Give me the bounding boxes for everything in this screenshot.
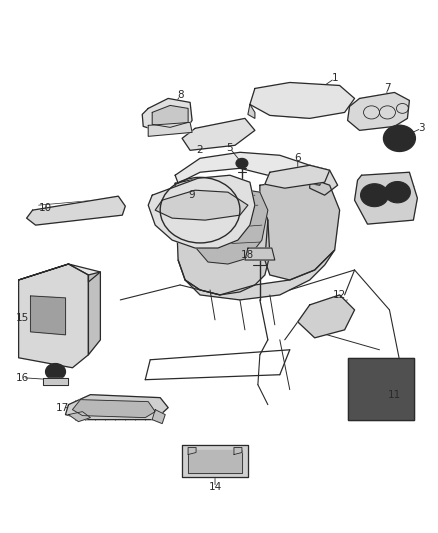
Polygon shape [42,378,68,385]
Polygon shape [195,188,268,264]
Polygon shape [188,449,242,473]
Polygon shape [260,178,339,280]
Text: 9: 9 [189,190,195,200]
Text: 1: 1 [331,74,338,84]
Polygon shape [175,178,270,295]
Ellipse shape [389,130,410,147]
Text: 8: 8 [177,91,184,100]
Polygon shape [19,264,88,368]
Text: 2: 2 [197,146,203,155]
Polygon shape [148,123,192,136]
Polygon shape [27,196,125,225]
Polygon shape [68,411,90,422]
Polygon shape [142,99,192,132]
Ellipse shape [236,158,248,168]
Text: 11: 11 [388,390,401,400]
Polygon shape [155,190,248,220]
Ellipse shape [46,364,66,380]
Text: 15: 15 [16,313,29,323]
Polygon shape [178,250,335,300]
Polygon shape [182,118,255,150]
Text: 14: 14 [208,482,222,492]
Text: 17: 17 [56,402,69,413]
Polygon shape [31,296,66,335]
Polygon shape [72,400,155,417]
Polygon shape [248,104,255,118]
Polygon shape [88,272,100,355]
Polygon shape [265,165,330,188]
Text: 5: 5 [226,143,233,154]
Text: 16: 16 [16,373,29,383]
Polygon shape [234,448,242,455]
Ellipse shape [360,184,389,207]
Polygon shape [152,106,188,127]
Ellipse shape [385,182,410,203]
Polygon shape [355,172,417,224]
Ellipse shape [384,125,415,151]
Polygon shape [188,448,196,455]
Polygon shape [175,152,325,185]
Text: 6: 6 [294,154,301,163]
Polygon shape [250,83,355,118]
Polygon shape [66,394,168,419]
Polygon shape [245,248,275,260]
Polygon shape [310,165,338,195]
Polygon shape [152,410,165,424]
Polygon shape [148,175,255,248]
Text: 12: 12 [333,290,346,300]
Text: 3: 3 [418,123,425,133]
Text: 10: 10 [39,203,52,213]
Polygon shape [298,295,355,338]
Polygon shape [348,358,414,419]
Text: 18: 18 [241,250,254,260]
Polygon shape [182,445,248,478]
Polygon shape [19,264,100,282]
Text: 7: 7 [384,84,391,93]
Polygon shape [348,92,410,131]
